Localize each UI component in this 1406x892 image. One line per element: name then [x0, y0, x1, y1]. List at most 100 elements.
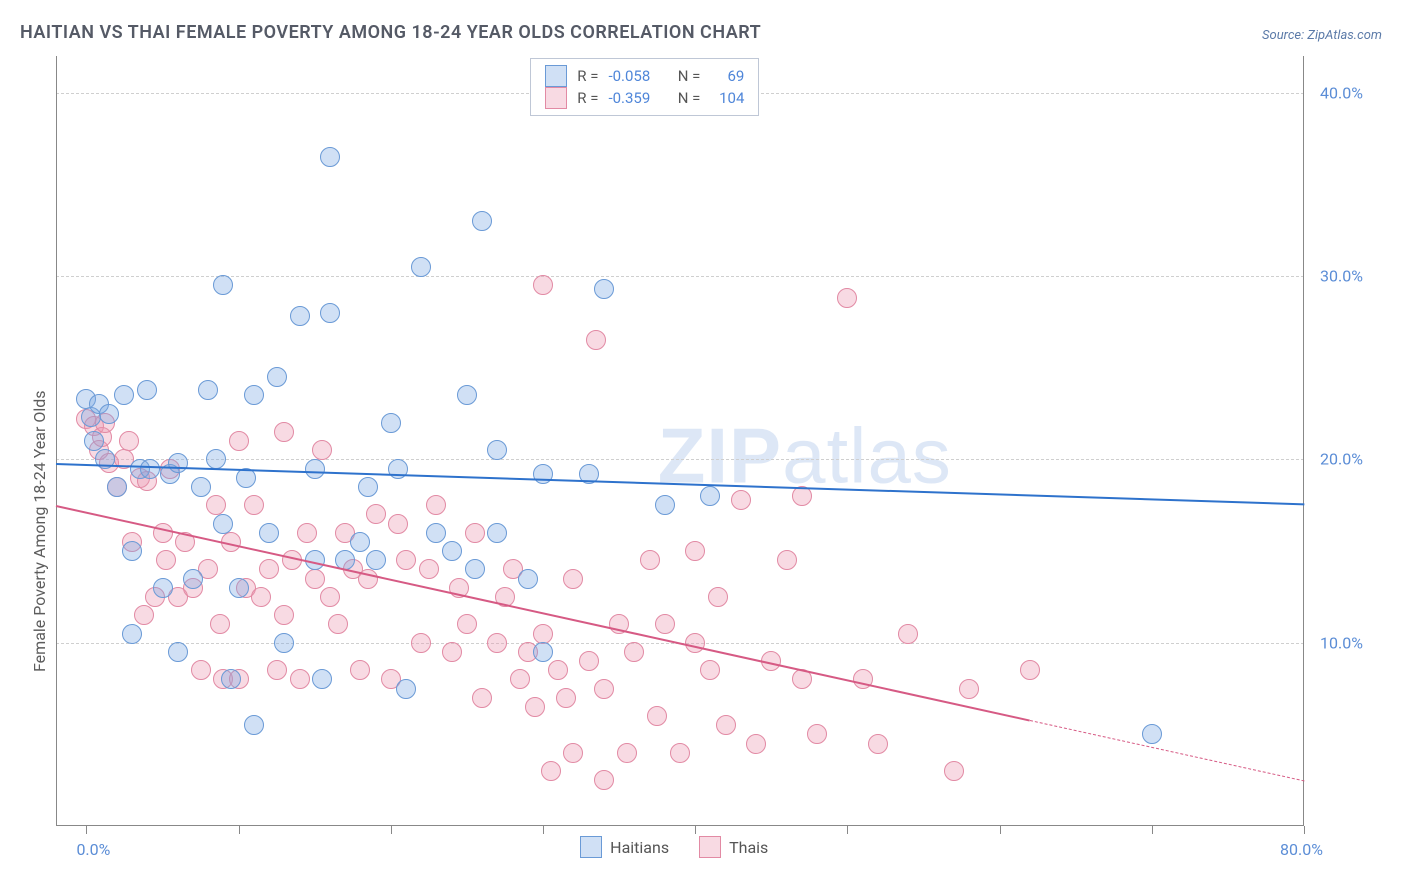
swatch-haitians [545, 65, 567, 87]
data-point-haitians [426, 523, 446, 543]
data-point-haitians [594, 279, 614, 299]
data-point-thais [959, 679, 979, 699]
data-point-thais [868, 734, 888, 754]
data-point-thais [191, 660, 211, 680]
data-point-haitians [472, 211, 492, 231]
x-tick [1152, 826, 1153, 834]
data-point-haitians [1142, 724, 1162, 744]
data-point-haitians [290, 306, 310, 326]
x-tick [695, 826, 696, 834]
data-point-thais [366, 504, 386, 524]
y-tick-label: 20.0% [1320, 450, 1363, 469]
data-point-thais [586, 330, 606, 350]
data-point-thais [777, 550, 797, 570]
x-tick-label: 80.0% [1280, 840, 1323, 859]
data-point-thais [548, 660, 568, 680]
y-axis-label: Female Poverty Among 18-24 Year Olds [30, 390, 49, 672]
trendline-thais [56, 505, 1030, 722]
data-point-haitians [442, 541, 462, 561]
data-point-haitians [267, 367, 287, 387]
x-tick [239, 826, 240, 834]
data-point-haitians [206, 449, 226, 469]
data-point-haitians [244, 385, 264, 405]
data-point-thais [472, 688, 492, 708]
data-point-thais [206, 495, 226, 515]
data-point-haitians [107, 477, 127, 497]
data-point-thais [640, 550, 660, 570]
data-point-thais [647, 706, 667, 726]
data-point-haitians [122, 624, 142, 644]
data-point-haitians [350, 532, 370, 552]
data-point-thais [533, 624, 553, 644]
data-point-haitians [137, 380, 157, 400]
data-point-thais [134, 605, 154, 625]
data-point-haitians [198, 380, 218, 400]
data-point-thais [579, 651, 599, 671]
data-point-haitians [487, 440, 507, 460]
data-point-thais [807, 724, 827, 744]
x-tick [86, 826, 87, 834]
x-tick [1304, 826, 1305, 834]
data-point-thais [244, 495, 264, 515]
data-point-haitians [465, 559, 485, 579]
x-tick [847, 826, 848, 834]
legend-item-haitians: Haitians [580, 836, 669, 858]
data-point-haitians [114, 385, 134, 405]
data-point-haitians [274, 633, 294, 653]
y-tick-label: 10.0% [1320, 633, 1363, 652]
data-point-thais [210, 614, 230, 634]
data-point-haitians [122, 541, 142, 561]
data-point-thais [251, 587, 271, 607]
data-point-thais [156, 550, 176, 570]
data-point-thais [746, 734, 766, 754]
data-point-thais [419, 559, 439, 579]
data-point-haitians [84, 431, 104, 451]
data-point-thais [457, 614, 477, 634]
data-point-thais [533, 275, 553, 295]
data-point-thais [898, 624, 918, 644]
data-point-haitians [221, 669, 241, 689]
swatch-thais [545, 87, 567, 109]
data-point-haitians [305, 459, 325, 479]
data-point-thais [525, 697, 545, 717]
data-point-haitians [168, 453, 188, 473]
data-point-thais [837, 288, 857, 308]
data-point-thais [731, 490, 751, 510]
data-point-haitians [153, 578, 173, 598]
data-point-haitians [99, 404, 119, 424]
data-point-thais [396, 550, 416, 570]
data-point-thais [563, 569, 583, 589]
data-point-thais [274, 605, 294, 625]
y-tick-label: 30.0% [1320, 267, 1363, 286]
data-point-thais [465, 523, 485, 543]
data-point-thais [320, 587, 340, 607]
data-point-thais [617, 743, 637, 763]
source-attribution: Source: ZipAtlas.com [1262, 28, 1382, 43]
data-point-thais [259, 559, 279, 579]
data-point-haitians [358, 477, 378, 497]
data-point-thais [153, 523, 173, 543]
x-tick [391, 826, 392, 834]
data-point-thais [350, 660, 370, 680]
data-point-haitians [457, 385, 477, 405]
data-point-haitians [213, 275, 233, 295]
data-point-haitians [312, 669, 332, 689]
data-point-haitians [244, 715, 264, 735]
data-point-thais [685, 541, 705, 561]
data-point-thais [290, 669, 310, 689]
data-point-thais [624, 642, 644, 662]
data-point-thais [411, 633, 431, 653]
data-point-thais [274, 422, 294, 442]
chart-title: HAITIAN VS THAI FEMALE POVERTY AMONG 18-… [20, 22, 761, 43]
data-point-haitians [700, 486, 720, 506]
data-point-thais [442, 642, 462, 662]
data-point-haitians [396, 679, 416, 699]
data-point-thais [556, 688, 576, 708]
data-point-haitians [533, 642, 553, 662]
data-point-haitians [518, 569, 538, 589]
data-point-thais [297, 523, 317, 543]
chart-plot-area: ZIPatlas [56, 56, 1304, 826]
data-point-thais [716, 715, 736, 735]
x-tick [543, 826, 544, 834]
data-point-haitians [320, 147, 340, 167]
